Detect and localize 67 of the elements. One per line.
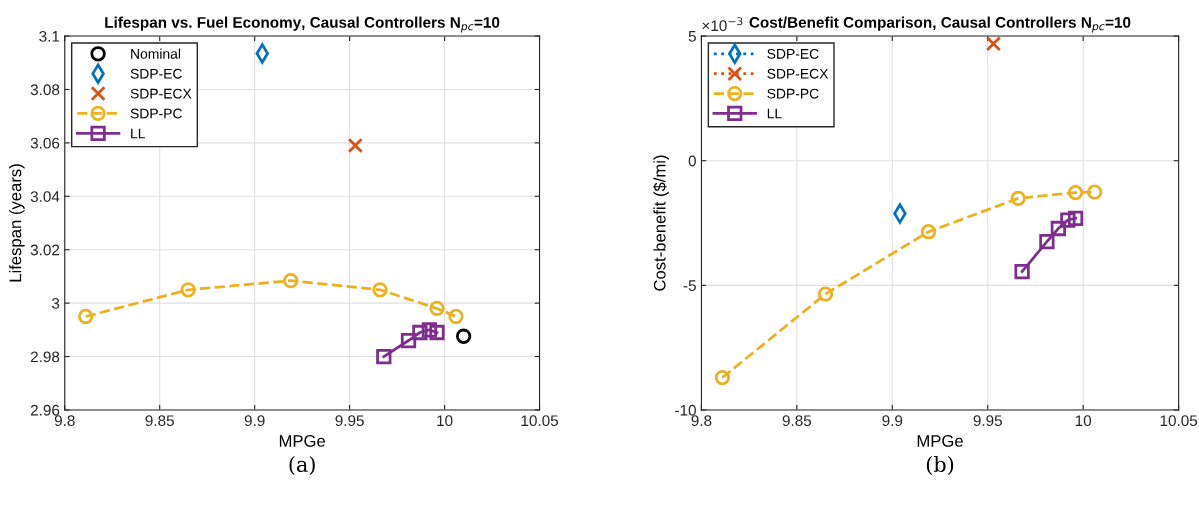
point — [1060, 212, 1076, 228]
point — [376, 348, 392, 365]
x-tick-label: 9.9 — [882, 415, 903, 427]
legend-label: Nominal — [131, 48, 181, 59]
y-tick-label: 0 — [688, 155, 696, 167]
y-tick-label: 3 — [51, 298, 60, 309]
legend-label: SDP-EC — [130, 68, 182, 79]
point — [372, 282, 388, 298]
y-tick-label: -10 — [675, 404, 696, 416]
y-axis-title: Cost-benefit ($/mi) — [653, 155, 669, 291]
legend-label: SDP-ECX — [767, 68, 829, 79]
x-tick-label: 9.95 — [335, 415, 364, 427]
x-tick-label: 9.8 — [54, 415, 75, 427]
text: (b) — [926, 455, 954, 476]
x-tick-label: 10.05 — [1160, 415, 1198, 427]
legend-label: LL — [131, 128, 146, 139]
y-tick-label: 3.1 — [39, 30, 60, 42]
text: (a) — [289, 455, 315, 476]
x-axis-title: MPGe — [279, 435, 326, 447]
x-tick-label: 9.85 — [782, 415, 812, 427]
point — [1039, 234, 1055, 250]
point — [714, 369, 731, 386]
x-axis-title: MPGe — [917, 435, 963, 447]
point — [817, 286, 834, 302]
legend-label: SDP-PC — [130, 108, 182, 119]
point — [429, 324, 445, 341]
y-axis-title: Lifespan (years) — [9, 164, 25, 282]
y-tick-label: 3.06 — [30, 137, 60, 149]
chart-title: Lifespan vs. Fuel Economy, Causal Controllers N$_{pc}$=10 — [105, 16, 500, 33]
point — [985, 36, 1002, 52]
legend-label: SDP-ECX — [130, 88, 192, 99]
point — [1010, 190, 1026, 206]
x-tick-label: 10 — [437, 415, 453, 427]
legend-label: SDP-PC — [767, 88, 819, 99]
legend-label: LL — [767, 108, 782, 119]
point — [421, 322, 438, 338]
y-tick-label: 3.04 — [30, 191, 60, 202]
legend-label: SDP-EC — [767, 48, 819, 59]
y-tick-label: 3.02 — [30, 244, 60, 256]
y-tick-label: 5 — [688, 31, 696, 42]
x-tick-label: 10 — [1075, 415, 1092, 427]
point — [1086, 184, 1103, 200]
y-tick-label: 3.08 — [30, 84, 60, 96]
y-tick-label: 2.96 — [30, 404, 60, 416]
point — [412, 324, 428, 341]
point — [400, 332, 417, 349]
point — [347, 137, 363, 154]
point — [283, 273, 299, 289]
x-tick-label: 9.95 — [973, 415, 1002, 427]
text: ×10$^{−3}$ — [702, 17, 743, 32]
y-tick-label: 2.98 — [30, 351, 60, 363]
point — [78, 308, 94, 325]
x-tick-label: 10.05 — [521, 415, 559, 427]
point — [1067, 184, 1084, 201]
point — [448, 308, 464, 325]
x-tick-label: 9.8 — [691, 415, 712, 427]
point — [1014, 263, 1030, 280]
x-tick-label: 9.85 — [145, 415, 174, 427]
y-tick-label: -5 — [683, 280, 696, 292]
point — [1067, 210, 1084, 226]
point — [920, 224, 937, 240]
point — [429, 300, 445, 317]
point — [180, 282, 196, 298]
chart-title: Cost/Benefit Comparison, Causal Controllers N$_{pc}$=10 — [749, 16, 1131, 33]
point — [455, 328, 472, 344]
point — [1050, 220, 1066, 237]
x-tick-label: 9.9 — [244, 415, 265, 427]
